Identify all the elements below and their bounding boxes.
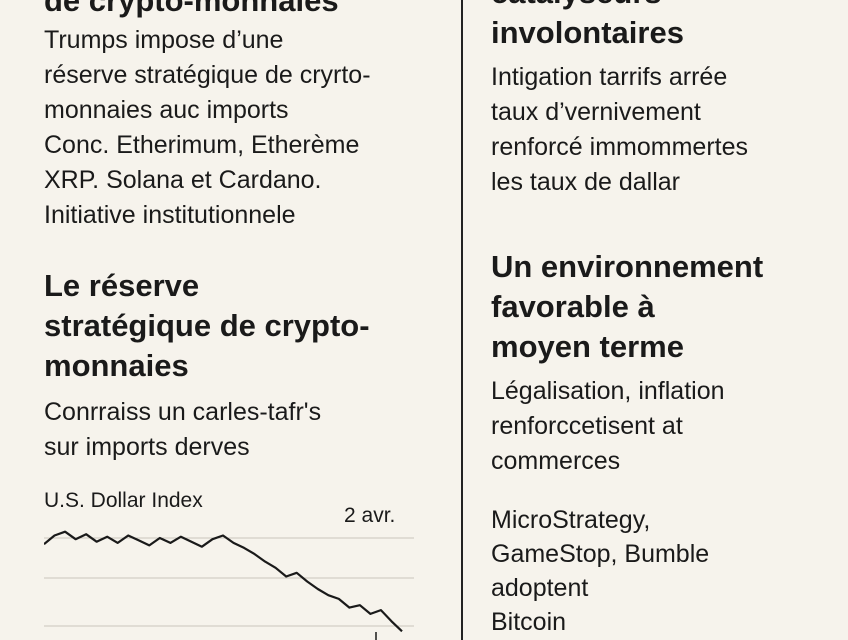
left-section-heading: Le réserve stratégique de crypto- monnai… bbox=[44, 266, 370, 386]
right-section-heading-line: moyen terme bbox=[491, 329, 684, 364]
column-divider bbox=[461, 0, 463, 640]
right-companies-line: GameStop, Bumble bbox=[491, 540, 710, 568]
right-intro-line: Intigation tarrifs arrée bbox=[491, 63, 728, 91]
right-intro-paragraph: Intigation tarrifs arrée taux d’vernivem… bbox=[491, 60, 748, 200]
left-intro-paragraph: Trumps impose d’une réserve stratégique … bbox=[44, 23, 371, 233]
right-intro-line: les taux de dallar bbox=[491, 168, 681, 196]
right-section-heading: Un environnement favorable à moyen terme bbox=[491, 247, 763, 367]
left-section-heading-line: Le réserve bbox=[44, 268, 200, 303]
dollar-index-line bbox=[44, 530, 403, 633]
left-intro-line: réserve stratégique de cryrto- bbox=[44, 61, 371, 89]
right-section-heading-line: favorable à bbox=[491, 289, 655, 324]
left-top-heading: de crypto-monnaies bbox=[44, 0, 339, 18]
right-section-body: Légalisation, inflation renforccetisent … bbox=[491, 374, 725, 479]
right-section-body-line: Légalisation, inflation bbox=[491, 377, 725, 405]
right-section-heading-line: Un environnement bbox=[491, 249, 764, 284]
right-section-body-line: renforccetisent at bbox=[491, 412, 683, 440]
chart-date-label: 2 avr. bbox=[344, 504, 396, 527]
left-section-body-line: sur imports derves bbox=[44, 433, 250, 461]
right-companies-line: Bitcoin bbox=[491, 608, 567, 636]
right-companies-line: adoptent bbox=[491, 574, 589, 602]
left-intro-line: Trumps impose d’une bbox=[44, 26, 284, 54]
right-companies-line: MicroStrategy, bbox=[491, 506, 651, 534]
right-companies-paragraph: MicroStrategy, GameStop, Bumble adoptent… bbox=[491, 503, 709, 639]
right-intro-line: renforcé immommertes bbox=[491, 133, 748, 161]
left-intro-line: Conc. Etherimum, Etherème bbox=[44, 131, 360, 159]
right-section-body-line: commerces bbox=[491, 447, 621, 475]
left-intro-line: XRP. Solana et Cardano. bbox=[44, 166, 322, 194]
right-top-heading-line: involontaires bbox=[491, 15, 684, 50]
chart-title: U.S. Dollar Index bbox=[44, 489, 203, 512]
left-intro-line: Initiative institutionnele bbox=[44, 201, 296, 229]
left-section-heading-line: stratégique de crypto- bbox=[44, 308, 370, 343]
left-intro-line: monnaies auc imports bbox=[44, 96, 289, 124]
left-section-body-line: Conrraiss un carles-tafr's bbox=[44, 398, 322, 426]
dollar-index-chart bbox=[44, 530, 414, 640]
right-intro-line: taux d’vernivement bbox=[491, 98, 701, 126]
left-section-heading-line: monnaies bbox=[44, 348, 189, 383]
right-top-heading: catalyseurs involontaires bbox=[491, 0, 684, 53]
right-top-heading-line: catalyseurs bbox=[491, 0, 684, 13]
left-section-body: Conrraiss un carles-tafr's sur imports d… bbox=[44, 395, 321, 465]
